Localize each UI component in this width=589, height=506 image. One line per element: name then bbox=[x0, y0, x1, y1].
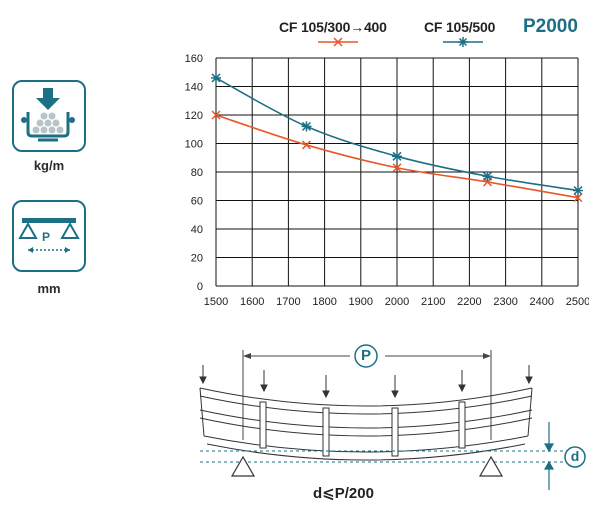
legend-series-a-label: CF 105/300→400 bbox=[279, 19, 387, 35]
series-point-1 bbox=[301, 140, 312, 150]
span-icon-card: P bbox=[12, 200, 86, 272]
y-tick-label: 40 bbox=[191, 224, 203, 236]
beam-deflection-diagram bbox=[199, 344, 586, 490]
x-tick-label: 2200 bbox=[457, 296, 481, 308]
legend-series-a-swatch bbox=[318, 37, 358, 47]
series-point-2 bbox=[392, 151, 402, 162]
x-tick-label: 1900 bbox=[349, 296, 373, 308]
load-icon-card bbox=[12, 80, 86, 152]
span-icon bbox=[18, 218, 80, 253]
y-tick-label: 20 bbox=[191, 253, 203, 265]
x-tick-label: 1800 bbox=[312, 296, 336, 308]
x-tick-label: 2500 bbox=[566, 296, 589, 308]
product-name: P2000 bbox=[523, 16, 578, 37]
x-tick-label: 1600 bbox=[240, 296, 264, 308]
y-tick-label: 160 bbox=[185, 53, 203, 65]
x-tick-label: 2100 bbox=[421, 296, 445, 308]
y-tick-label: 60 bbox=[191, 196, 203, 208]
series-point-2 bbox=[211, 72, 221, 83]
load-capacity-icon bbox=[21, 88, 75, 142]
legend-series-b-swatch bbox=[443, 37, 483, 47]
y-tick-label: 0 bbox=[197, 281, 203, 293]
deflection-label: d bbox=[570, 448, 580, 464]
legend-series-b-label: CF 105/500 bbox=[424, 19, 496, 35]
y-tick-label: 140 bbox=[185, 82, 203, 94]
x-tick-label: 2000 bbox=[385, 296, 409, 308]
load-unit-label: kg/m bbox=[33, 158, 65, 173]
y-tick-label: 80 bbox=[191, 167, 203, 179]
span-icon-letter: P bbox=[42, 230, 51, 244]
y-tick-label: 100 bbox=[185, 139, 203, 151]
x-tick-label: 1700 bbox=[276, 296, 300, 308]
series-point-2 bbox=[482, 171, 493, 182]
series-point-1 bbox=[211, 110, 221, 120]
y-tick-label: 120 bbox=[185, 110, 203, 122]
series-point-2 bbox=[301, 121, 312, 132]
deflection-chart: 1500 1600 1700 1800 1900 2000 2100 2200 2300 2400… bbox=[185, 53, 589, 308]
span-unit-label: mm bbox=[37, 281, 61, 296]
span-label: P bbox=[360, 347, 371, 364]
x-tick-label: 2300 bbox=[493, 296, 517, 308]
x-tick-label: 2400 bbox=[530, 296, 554, 308]
series-point-2 bbox=[573, 185, 583, 196]
series-point-1 bbox=[392, 163, 402, 173]
deflection-formula: d⩽P/200 bbox=[313, 485, 374, 502]
series-point-1 bbox=[573, 193, 583, 203]
x-tick-label: 1500 bbox=[204, 296, 228, 308]
